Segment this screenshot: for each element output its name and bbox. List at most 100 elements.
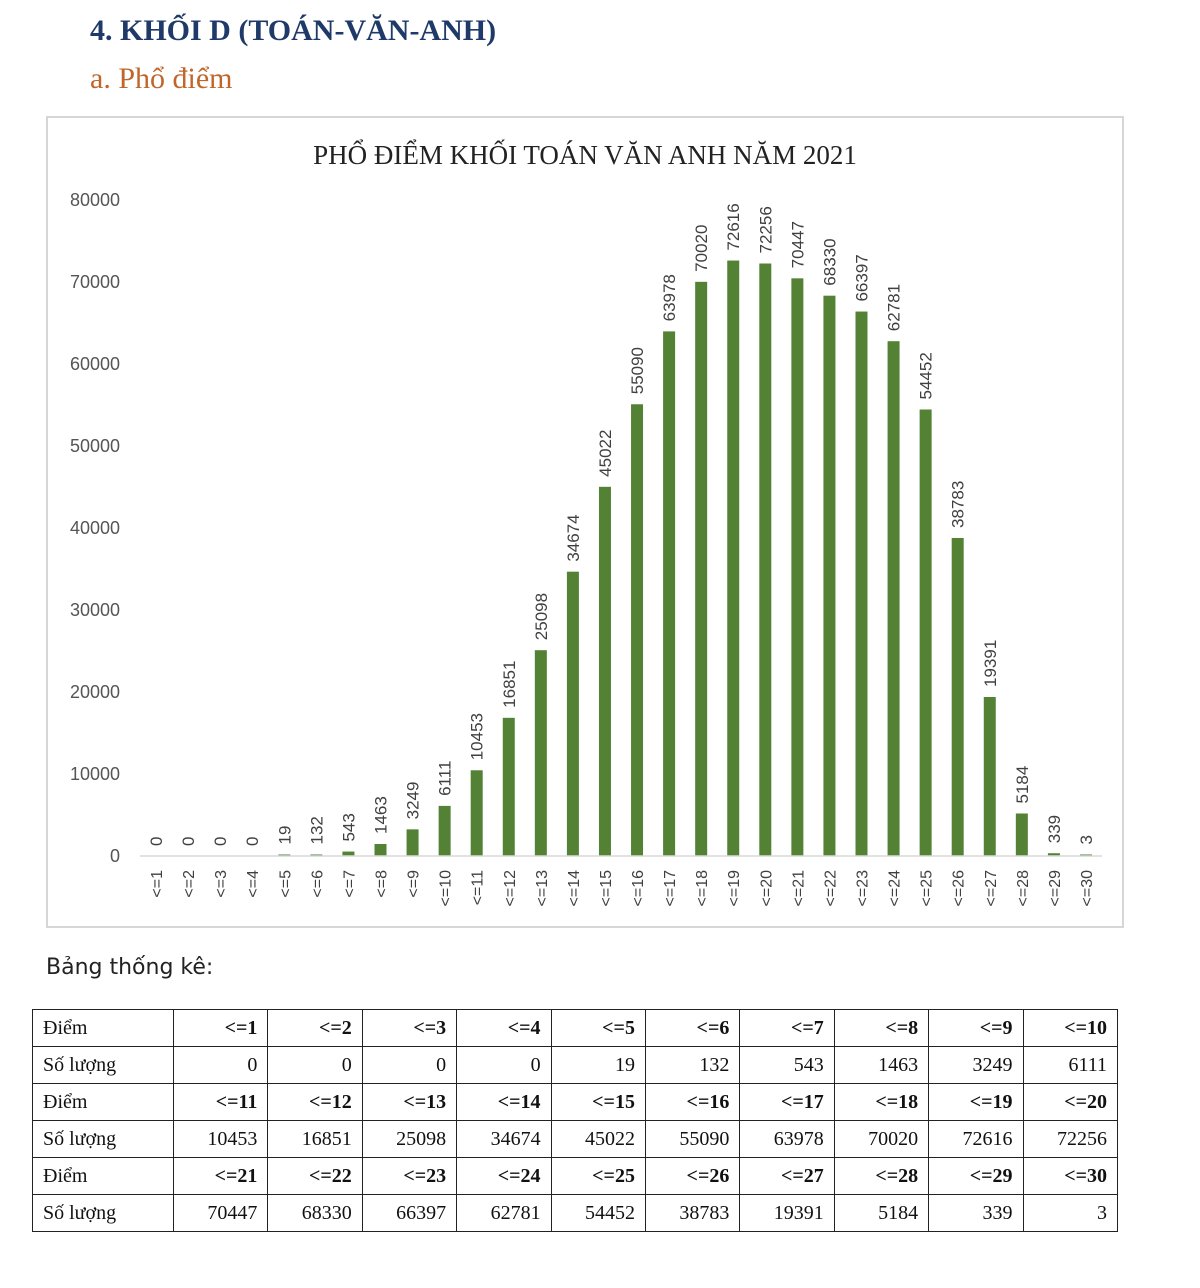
table-cell-score: <=16 — [644, 1083, 741, 1121]
table-caption: Bảng thống kê: — [46, 955, 214, 980]
row-label-count: Số lượng — [32, 1194, 174, 1232]
table-row: Số lượng 10453 16851 25098 34674 45022 55090 63… — [32, 1120, 1119, 1158]
y-tick-label: 70000 — [70, 272, 120, 292]
table-cell-score: <=15 — [550, 1083, 646, 1121]
table-cell-count: 70020 — [833, 1120, 930, 1158]
table-cell-count: 55090 — [644, 1120, 741, 1158]
x-tick-label: <=8 — [374, 870, 391, 898]
data-label: 38783 — [949, 481, 968, 528]
table-cell-count: 543 — [739, 1046, 835, 1084]
table-cell-score: <=4 — [456, 1009, 552, 1047]
data-label: 339 — [1045, 815, 1064, 843]
x-tick-label: <=24 — [887, 870, 904, 907]
subsection-heading: a. Phổ điểm — [90, 62, 233, 95]
data-label: 68330 — [820, 238, 839, 285]
table-cell-score: <=14 — [456, 1083, 552, 1121]
table-cell-score: <=20 — [1022, 1083, 1119, 1121]
bar — [374, 844, 387, 856]
x-tick-label: <=11 — [470, 870, 487, 905]
table-cell-count: 45022 — [550, 1120, 646, 1158]
table-row: Số lượng 0 0 0 0 19 132 543 1463 3249 6111 — [32, 1046, 1119, 1084]
table-cell-score: <=24 — [456, 1157, 552, 1195]
y-tick-label: 30000 — [70, 600, 120, 620]
x-tick-label: <=18 — [694, 870, 711, 907]
row-label-score: Điểm — [32, 1083, 174, 1121]
bar-chart: PHỔ ĐIỂM KHỐI TOÁN VĂN ANH NĂM 2021 0 100… — [70, 139, 1102, 907]
stats-table: Điểm <=1 <=2 <=3 <=4 <=5 <=6 <=7 <=8 <=9 <=10 Số lư… — [32, 1009, 1119, 1232]
x-tick-label: <=27 — [983, 870, 1000, 907]
table-row: Điểm <=11 <=12 <=13 <=14 <=15 <=16 <=17 <=18 <=19… — [32, 1083, 1119, 1121]
x-tick-label: <=15 — [598, 870, 615, 907]
table-cell-score: <=10 — [1022, 1009, 1119, 1047]
table-cell-count: 34674 — [456, 1120, 552, 1158]
data-label: 5184 — [1013, 766, 1032, 804]
data-label: 72616 — [724, 203, 743, 250]
chart-title: PHỔ ĐIỂM KHỐI TOÁN VĂN ANH NĂM 2021 — [313, 139, 857, 170]
table-cell-score: <=22 — [267, 1157, 363, 1195]
table-cell-score: <=17 — [739, 1083, 835, 1121]
row-label-score: Điểm — [32, 1157, 174, 1195]
bar-series: 0 0 0 0 19 132 543 1463 3249 6111 10453 16851 25098 3… — [147, 203, 1096, 857]
x-tick-label: <=25 — [919, 870, 936, 907]
data-label: 34674 — [564, 514, 583, 561]
data-label: 55090 — [628, 347, 647, 394]
table-cell-count: 1463 — [833, 1046, 930, 1084]
data-label: 63978 — [660, 274, 679, 321]
x-tick-label: <=12 — [502, 870, 519, 907]
x-tick-label: <=3 — [213, 870, 230, 898]
table-cell-score: <=29 — [928, 1157, 1024, 1195]
y-tick-label: 0 — [110, 846, 120, 866]
data-label: 70020 — [692, 225, 711, 272]
bar — [566, 571, 579, 856]
table-cell-count: 66397 — [361, 1194, 458, 1232]
x-tick-label: <=2 — [181, 870, 198, 898]
x-tick-label: <=14 — [566, 870, 583, 907]
table-row: Điểm <=21 <=22 <=23 <=24 <=25 <=26 <=27 <=28 <=29… — [32, 1157, 1119, 1195]
data-label: 543 — [339, 813, 358, 841]
x-tick-label: <=30 — [1079, 870, 1096, 907]
table-cell-count: 6111 — [1022, 1046, 1119, 1084]
table-cell-count: 10453 — [172, 1120, 269, 1158]
bar — [695, 281, 708, 856]
row-label-count: Số lượng — [32, 1120, 174, 1158]
data-label: 3249 — [404, 782, 423, 820]
x-tick-label: <=21 — [790, 870, 807, 907]
table-cell-count: 38783 — [644, 1194, 741, 1232]
table-cell-score: <=11 — [172, 1083, 269, 1121]
x-tick-label: <=6 — [309, 870, 326, 898]
x-tick-label: <=1 — [149, 870, 166, 898]
x-tick-label: <=13 — [534, 870, 551, 907]
table-cell-count: 19391 — [739, 1194, 835, 1232]
table-cell-score: <=8 — [833, 1009, 930, 1047]
table-cell-count: 0 — [267, 1046, 363, 1084]
x-tick-label: <=10 — [438, 870, 455, 907]
table-cell-score: <=3 — [361, 1009, 458, 1047]
bar — [598, 486, 611, 856]
table-cell-score: <=13 — [361, 1083, 458, 1121]
data-label: 3 — [1077, 835, 1096, 844]
table-cell-score: <=21 — [172, 1157, 269, 1195]
y-tick-label: 20000 — [70, 682, 120, 702]
y-tick-label: 10000 — [70, 764, 120, 784]
table-cell-count: 72256 — [1022, 1120, 1119, 1158]
bar — [823, 295, 836, 857]
table-cell-count: 0 — [456, 1046, 552, 1084]
data-label: 19 — [275, 826, 294, 845]
x-tick-label: <=26 — [951, 870, 968, 907]
table-cell-count: 16851 — [267, 1120, 363, 1158]
table-cell-count: 70447 — [172, 1194, 269, 1232]
x-tick-label: <=19 — [726, 870, 743, 907]
bar — [342, 851, 355, 856]
table-cell-score: <=18 — [833, 1083, 930, 1121]
table-cell-count: 25098 — [361, 1120, 458, 1158]
bar — [759, 263, 772, 856]
row-label-score: Điểm — [32, 1009, 174, 1047]
x-tick-label: <=5 — [277, 870, 294, 898]
bar — [919, 409, 932, 856]
data-label: 16851 — [500, 661, 519, 708]
table-cell-count: 132 — [644, 1046, 741, 1084]
table-cell-score: <=12 — [267, 1083, 363, 1121]
data-label: 0 — [147, 837, 166, 846]
table-cell-score: <=7 — [739, 1009, 835, 1047]
table-cell-score: <=25 — [550, 1157, 646, 1195]
